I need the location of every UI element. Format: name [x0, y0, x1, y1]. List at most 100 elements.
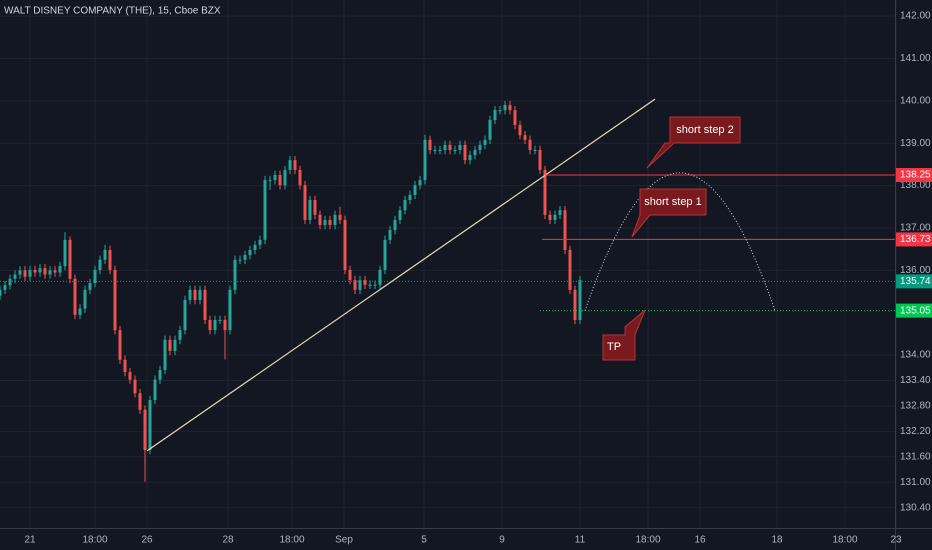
- price-level-label: 136.73: [900, 234, 931, 245]
- candle-body: [498, 110, 502, 112]
- candle-body: [268, 180, 272, 182]
- candle-body: [488, 119, 492, 140]
- y-tick-label: 136.00: [900, 265, 931, 276]
- candle-body: [33, 269, 37, 273]
- y-tick-label: 131.00: [900, 477, 931, 488]
- candle-body: [443, 144, 447, 151]
- candle-body: [563, 210, 567, 251]
- y-tick-label: 138.00: [900, 180, 931, 191]
- candle-body: [63, 239, 67, 267]
- x-tick-label: 11: [575, 535, 586, 546]
- x-tick-label: 9: [499, 535, 505, 546]
- x-tick-label: 18: [771, 535, 783, 546]
- candle-body: [503, 105, 507, 111]
- candle-body: [333, 214, 337, 226]
- candle-body: [93, 269, 97, 284]
- price-level-label: 135.74: [900, 276, 931, 287]
- candle-body: [483, 139, 487, 145]
- callout-box: [646, 116, 741, 169]
- candle-body: [23, 270, 27, 277]
- candle-body: [323, 219, 327, 226]
- candle-body: [3, 285, 7, 290]
- x-tick-label: 21: [24, 535, 36, 546]
- candle-body: [303, 185, 307, 220]
- candle-body: [28, 269, 32, 277]
- candle-body: [0, 289, 2, 296]
- price-level-tag: [896, 274, 932, 289]
- candle-body: [373, 284, 377, 286]
- candle-body: [153, 379, 157, 401]
- candle-body: [198, 289, 202, 301]
- candle-body: [393, 219, 397, 231]
- candle-body: [508, 105, 512, 111]
- candle-body: [158, 369, 162, 380]
- candle-body: [123, 359, 127, 373]
- candle-body: [263, 180, 267, 240]
- candle-body: [218, 319, 222, 321]
- candle-body: [468, 155, 472, 161]
- candle-body: [433, 150, 437, 152]
- candle-body: [208, 319, 212, 331]
- candle-body: [528, 139, 532, 151]
- candle-body: [48, 270, 52, 275]
- y-tick-label: 139.00: [900, 138, 931, 149]
- candle-body: [293, 160, 297, 170]
- callout-short-step-2: short step 2: [646, 116, 741, 169]
- candle-body: [453, 150, 457, 152]
- candle-body: [233, 259, 237, 290]
- candle-body: [403, 200, 407, 211]
- candle-body: [138, 393, 142, 410]
- y-tick-label: 132.20: [900, 426, 931, 437]
- candle-body: [383, 239, 387, 270]
- candle-body: [103, 250, 107, 260]
- candle-body: [318, 214, 322, 226]
- x-tick-label: 18:00: [635, 535, 660, 546]
- candle-body: [548, 214, 552, 220]
- y-tick-label: 131.60: [900, 451, 931, 462]
- x-tick-label: 5: [421, 535, 427, 546]
- candle-body: [413, 185, 417, 195]
- candle-body: [8, 278, 12, 286]
- plot-area: [0, 98, 895, 482]
- candle-body: [428, 139, 432, 151]
- x-tick-label: 26: [141, 535, 153, 546]
- candle-body: [188, 289, 192, 301]
- candle-body: [558, 210, 562, 215]
- callout-text: short step 2: [676, 124, 733, 136]
- candle-body: [253, 244, 257, 251]
- candle-body: [18, 270, 22, 275]
- y-tick-label: 140.00: [900, 95, 931, 106]
- candle-body: [38, 268, 42, 273]
- candle-body: [313, 200, 317, 215]
- candle-body: [168, 339, 172, 351]
- candle-body: [523, 135, 527, 140]
- projection-arc: [584, 172, 776, 311]
- candle-body: [273, 175, 277, 181]
- y-tick-label: 132.80: [900, 401, 931, 412]
- candle-body: [288, 160, 292, 170]
- candle-body: [83, 289, 87, 309]
- chart-title: WALT DISNEY COMPANY (THE), 15, Cboe BZX: [4, 6, 221, 17]
- candle-body: [173, 339, 177, 351]
- price-level-tag: [896, 168, 932, 183]
- y-tick-label: 130.40: [900, 502, 931, 513]
- candle-body: [573, 289, 577, 320]
- candle-body: [213, 319, 217, 331]
- candle-body: [68, 239, 72, 279]
- y-tick-label: 137.00: [900, 223, 931, 234]
- callout-tp: TP: [602, 309, 646, 361]
- candle-body: [463, 144, 467, 161]
- candle-body: [493, 110, 497, 120]
- x-tick-label: 18:00: [832, 535, 857, 546]
- trendline: [146, 98, 656, 452]
- candle-body: [13, 274, 17, 279]
- candle-body: [348, 269, 352, 281]
- candle-body: [223, 319, 227, 331]
- candle-body: [568, 250, 572, 290]
- candle-body: [343, 219, 347, 270]
- candle-body: [358, 280, 362, 290]
- candle-body: [283, 169, 287, 186]
- candle-body: [53, 270, 57, 273]
